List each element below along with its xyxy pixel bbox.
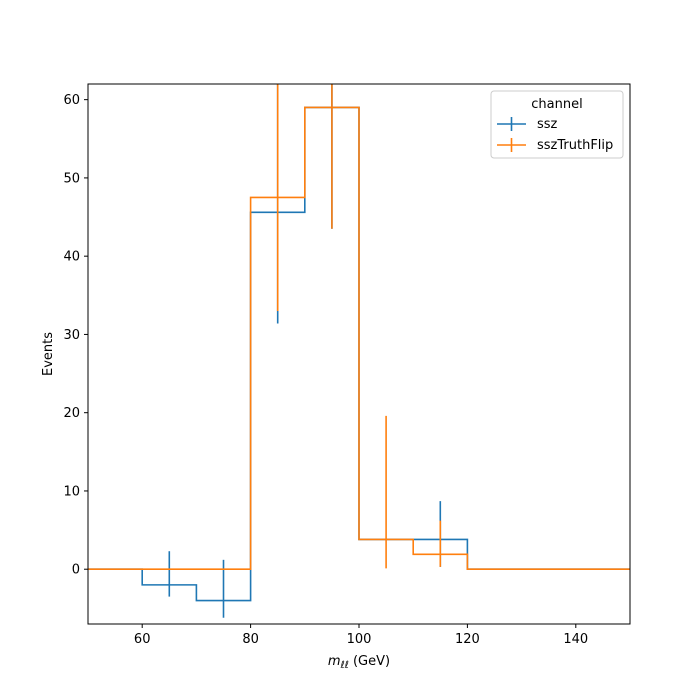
legend-entry-ssztruthflip: sszTruthFlip: [497, 138, 613, 153]
x-tick-label-100: 100: [347, 632, 372, 647]
x-tick-label-120: 120: [455, 632, 480, 647]
x-axis-label-var: m: [328, 654, 341, 669]
y-tick-label-20: 20: [63, 406, 80, 421]
step-line-ssztruthflip: [88, 106, 630, 571]
y-tick-label-30: 30: [63, 328, 80, 343]
x-tick-label-140: 140: [563, 632, 588, 647]
legend-box: [490, 90, 624, 159]
legend-title: channel: [531, 97, 582, 112]
legend-label-ssztruthflip: sszTruthFlip: [537, 138, 613, 153]
plot-area: [88, 84, 630, 618]
y-tick-label-10: 10: [63, 484, 80, 499]
x-axis: 60 80 100 120 140: [134, 624, 588, 647]
y-axis: 0 10 20 30 40 50 60: [63, 93, 88, 578]
x-axis-label: mℓℓ (GeV): [328, 654, 390, 671]
y-tick-label-0: 0: [72, 563, 80, 578]
x-axis-label-unit: (GeV): [349, 654, 390, 669]
y-tick-label-50: 50: [63, 171, 80, 186]
x-tick-label-60: 60: [134, 632, 151, 647]
legend-label-ssz: ssz: [537, 117, 558, 132]
y-tick-label-60: 60: [63, 93, 80, 108]
legend: channel ssz sszTruthFlip: [490, 90, 624, 159]
legend-entry-ssz: ssz: [497, 117, 558, 132]
y-tick-label-40: 40: [63, 250, 80, 265]
x-tick-label-80: 80: [242, 632, 259, 647]
x-axis-label-subscript: ℓℓ: [341, 660, 349, 671]
y-axis-label: Events: [41, 332, 56, 376]
